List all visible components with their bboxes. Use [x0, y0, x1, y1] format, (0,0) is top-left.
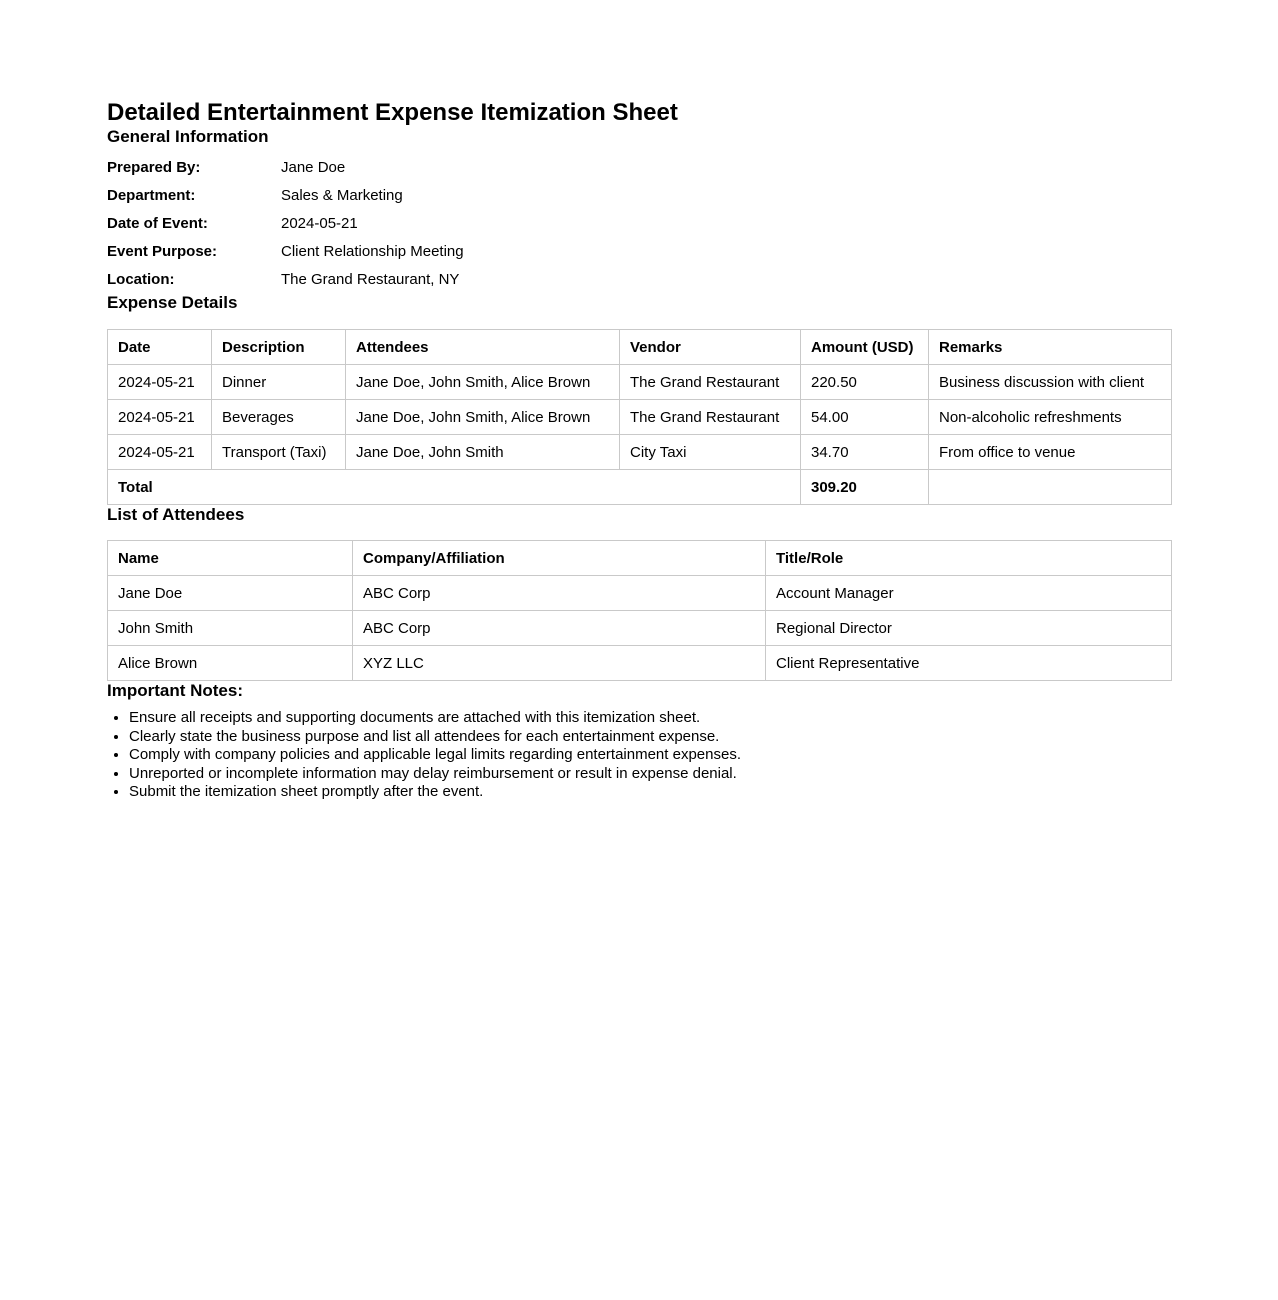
- expense-total-row: Total 309.20: [107, 469, 1172, 505]
- expense-table-row: 2024-05-21 Dinner Jane Doe, John Smith, Al…: [107, 364, 1172, 400]
- expense-table-cell: 34.70: [800, 434, 929, 470]
- expense-table-cell: Jane Doe, John Smith: [345, 434, 620, 470]
- attendees-heading: List of Attendees: [107, 505, 245, 524]
- attendees-table: Name Company/Affiliation Title/Role Jane D…: [107, 540, 1172, 681]
- info-field-label: Department:: [107, 186, 196, 204]
- expense-table-cell: Jane Doe, John Smith, Alice Brown: [345, 399, 620, 435]
- expense-table-cell: The Grand Restaurant: [619, 399, 801, 435]
- expense-total-remarks-cell: [928, 469, 1172, 505]
- expense-total-value: 309.20: [800, 469, 929, 505]
- attendee-table-cell: Client Representative: [765, 645, 1172, 681]
- expense-table-cell: 54.00: [800, 399, 929, 435]
- attendee-table-row: John Smith ABC Corp Regional Director: [107, 610, 1172, 646]
- expense-total-label: Total: [107, 469, 801, 505]
- expense-header-cell: Vendor: [619, 329, 801, 365]
- important-notes-heading: Important Notes:: [107, 681, 243, 700]
- expense-table-cell: Business discussion with client: [928, 364, 1172, 400]
- expense-table-cell: City Taxi: [619, 434, 801, 470]
- note-item: Submit the itemization sheet promptly af…: [129, 783, 1171, 802]
- expense-details-heading: Expense Details: [107, 293, 238, 312]
- expense-header-cell: Description: [211, 329, 346, 365]
- attendee-table-cell: Account Manager: [765, 575, 1172, 611]
- info-field-row: Location: The Grand Restaurant, NY: [107, 265, 1171, 293]
- info-field-value: Jane Doe: [281, 158, 346, 176]
- attendee-table-cell: Jane Doe: [107, 575, 353, 611]
- expense-table-cell: Beverages: [211, 399, 346, 435]
- expense-table-cell: 2024-05-21: [107, 364, 212, 400]
- info-field-label: Date of Event:: [107, 214, 208, 232]
- attendees-header-cell: Name: [107, 540, 353, 576]
- expense-header-cell: Remarks: [928, 329, 1172, 365]
- expense-table-cell: Transport (Taxi): [211, 434, 346, 470]
- note-item: Comply with company policies and applica…: [129, 746, 1171, 765]
- info-field-row: Prepared By: Jane Doe: [107, 153, 1171, 181]
- attendee-table-cell: Alice Brown: [107, 645, 353, 681]
- expense-table-cell: Jane Doe, John Smith, Alice Brown: [345, 364, 620, 400]
- general-information-heading: General Information: [107, 127, 269, 146]
- note-item: Clearly state the business purpose and l…: [129, 728, 1171, 747]
- expense-table-cell: The Grand Restaurant: [619, 364, 801, 400]
- expense-header-cell: Attendees: [345, 329, 620, 365]
- info-field-row: Date of Event: 2024-05-21: [107, 209, 1171, 237]
- info-field-label: Prepared By:: [107, 158, 201, 176]
- attendee-table-row: Jane Doe ABC Corp Account Manager: [107, 575, 1172, 611]
- expense-details-table: Date Description Attendees Vendor Amount (US…: [107, 329, 1172, 505]
- attendee-table-cell: John Smith: [107, 610, 353, 646]
- info-field-value: The Grand Restaurant, NY: [281, 270, 460, 288]
- attendees-table-header-row: Name Company/Affiliation Title/Role: [107, 540, 1172, 576]
- expense-header-cell: Amount (USD): [800, 329, 929, 365]
- general-information-fields: Prepared By: Jane Doe Department: Sales & M…: [107, 153, 1171, 293]
- expense-table-cell: Dinner: [211, 364, 346, 400]
- note-item: Ensure all receipts and supporting docum…: [129, 709, 1171, 728]
- attendee-table-cell: XYZ LLC: [352, 645, 766, 681]
- attendee-table-row: Alice Brown XYZ LLC Client Representative: [107, 645, 1172, 681]
- info-field-label: Location:: [107, 270, 175, 288]
- expense-table-cell: 2024-05-21: [107, 434, 212, 470]
- attendees-header-cell: Company/Affiliation: [352, 540, 766, 576]
- expense-table-row: 2024-05-21 Transport (Taxi) Jane Doe, John…: [107, 434, 1172, 470]
- expense-table-cell: Non-alcoholic refreshments: [928, 399, 1172, 435]
- expense-header-cell: Date: [107, 329, 212, 365]
- expense-table-row: 2024-05-21 Beverages Jane Doe, John Smith,…: [107, 399, 1172, 435]
- info-field-value: 2024-05-21: [281, 214, 358, 232]
- attendee-table-cell: ABC Corp: [352, 575, 766, 611]
- page-title: Detailed Entertainment Expense Itemizati…: [107, 99, 678, 126]
- attendees-header-cell: Title/Role: [765, 540, 1172, 576]
- info-field-value: Client Relationship Meeting: [281, 242, 464, 260]
- expense-sheet-document: Detailed Entertainment Expense Itemizati…: [107, 0, 1172, 802]
- note-item: Unreported or incomplete information may…: [129, 765, 1171, 784]
- attendee-table-cell: Regional Director: [765, 610, 1172, 646]
- info-field-row: Event Purpose: Client Relationship Meetin…: [107, 237, 1171, 265]
- expense-table-header-row: Date Description Attendees Vendor Amount (US…: [107, 329, 1172, 365]
- attendee-table-cell: ABC Corp: [352, 610, 766, 646]
- info-field-row: Department: Sales & Marketing: [107, 181, 1171, 209]
- important-notes-list: Ensure all receipts and supporting docum…: [107, 709, 1171, 802]
- expense-table-cell: 220.50: [800, 364, 929, 400]
- info-field-label: Event Purpose:: [107, 242, 218, 260]
- info-field-value: Sales & Marketing: [281, 186, 403, 204]
- expense-table-cell: From office to venue: [928, 434, 1172, 470]
- expense-table-cell: 2024-05-21: [107, 399, 212, 435]
